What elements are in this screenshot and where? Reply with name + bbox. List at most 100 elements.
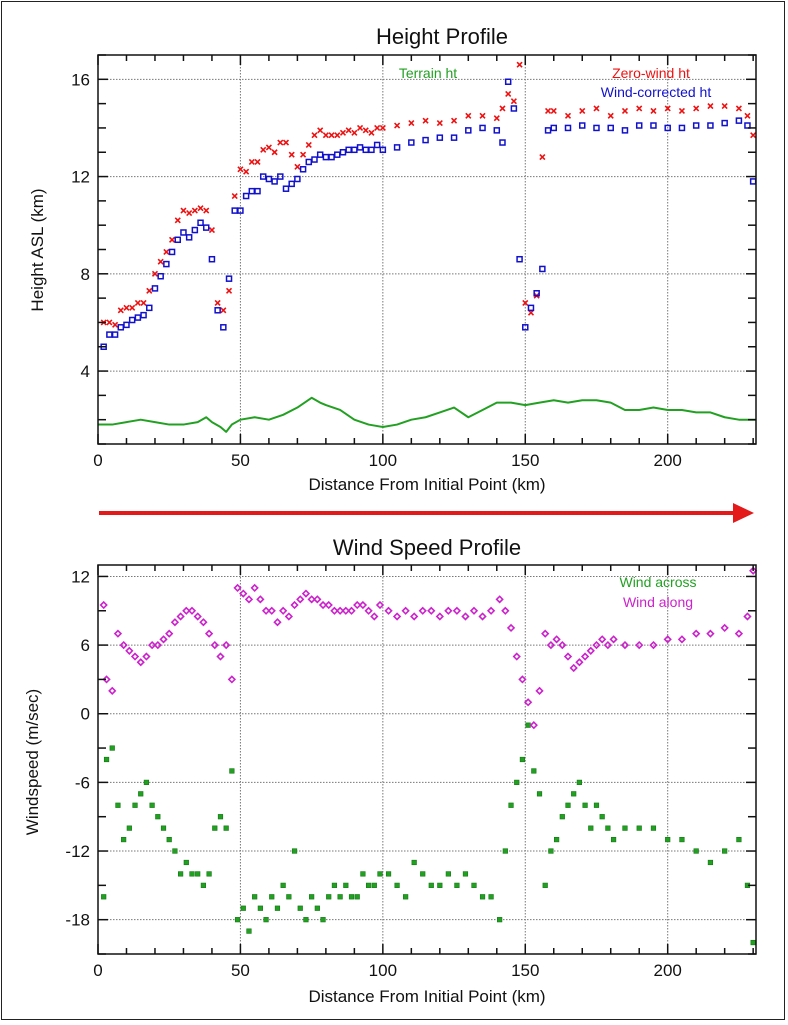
x-tick-label: 0 — [93, 961, 102, 980]
data-point — [505, 90, 512, 97]
data-point — [428, 882, 434, 888]
data-point — [462, 871, 469, 877]
data-point — [199, 618, 208, 627]
data-point — [452, 606, 462, 615]
data-point — [564, 112, 572, 119]
data-point — [693, 105, 700, 112]
data-point — [265, 175, 273, 183]
data-point — [571, 791, 577, 797]
data-point — [493, 127, 501, 134]
data-point — [544, 107, 552, 114]
data-point — [217, 814, 224, 820]
data-point — [450, 117, 458, 124]
data-point — [394, 122, 401, 129]
data-point — [721, 102, 728, 110]
x-tick-label: 50 — [231, 961, 250, 980]
series-wind-across — [101, 722, 756, 946]
data-point — [393, 144, 401, 151]
data-point — [291, 848, 298, 854]
data-point — [486, 606, 496, 615]
y-tick-label: -12 — [65, 842, 90, 861]
data-point — [516, 255, 523, 263]
data-point — [418, 606, 427, 615]
data-point — [214, 299, 221, 307]
data-point — [210, 640, 219, 650]
data-point — [168, 236, 176, 243]
data-point — [435, 612, 444, 621]
data-point — [102, 675, 111, 684]
data-point — [301, 589, 311, 598]
data-point — [495, 595, 504, 604]
data-point — [510, 105, 518, 112]
data-point — [488, 894, 494, 900]
data-point — [408, 139, 415, 146]
data-point — [347, 606, 356, 615]
data-point — [445, 871, 451, 877]
data-point — [113, 629, 123, 638]
data-point — [193, 612, 202, 621]
data-point — [636, 825, 642, 831]
data-point — [222, 640, 231, 650]
data-point — [478, 612, 487, 621]
legend-wind-along: Wind along — [623, 594, 693, 610]
data-point — [191, 207, 198, 214]
data-point — [348, 894, 355, 900]
data-point — [569, 663, 578, 673]
data-point — [132, 802, 138, 808]
x-axis-label: Distance From Initial Point (km) — [308, 475, 545, 494]
data-point — [121, 836, 127, 843]
data-point — [552, 635, 561, 644]
legend-wind-corrected-ht: Wind-corrected ht — [601, 84, 712, 100]
data-point — [130, 652, 140, 661]
data-point — [599, 814, 605, 820]
data-point — [234, 917, 241, 923]
data-point — [335, 606, 345, 615]
data-point — [109, 745, 115, 751]
data-point — [379, 124, 386, 132]
data-point — [191, 226, 199, 234]
data-point — [174, 236, 182, 244]
data-point — [117, 324, 125, 331]
data-point — [353, 600, 362, 610]
data-point — [501, 606, 510, 615]
data-point — [533, 290, 540, 297]
data-point — [749, 178, 757, 185]
data-point — [252, 894, 258, 900]
data-point — [750, 939, 756, 946]
y-tick-label: 0 — [81, 705, 90, 724]
data-point — [593, 802, 600, 808]
data-point — [749, 566, 758, 575]
y-tick-label: 6 — [81, 636, 90, 655]
data-point — [216, 652, 225, 661]
data-point — [140, 299, 147, 307]
data-point — [635, 640, 644, 650]
data-point — [564, 124, 572, 132]
data-point — [544, 127, 552, 134]
data-point — [309, 894, 315, 900]
data-point — [163, 248, 170, 255]
data-point — [605, 825, 611, 831]
data-point — [246, 928, 252, 934]
data-point — [180, 229, 187, 236]
data-point — [331, 882, 338, 888]
data-point — [341, 606, 350, 615]
data-point — [436, 120, 443, 127]
data-point — [157, 258, 164, 265]
data-point — [420, 871, 426, 877]
data-point — [180, 207, 187, 214]
data-point — [123, 304, 130, 311]
data-point — [322, 153, 330, 161]
data-point — [603, 640, 613, 650]
data-point — [195, 871, 201, 877]
data-point — [518, 675, 527, 684]
data-point — [337, 894, 343, 900]
chart-title: Height Profile — [376, 24, 508, 49]
data-point — [146, 304, 153, 312]
data-point — [677, 635, 687, 644]
data-point — [277, 173, 284, 180]
data-point — [206, 871, 212, 877]
data-point — [183, 859, 189, 866]
data-point — [720, 623, 729, 633]
data-point — [143, 779, 150, 785]
data-point — [692, 122, 700, 129]
